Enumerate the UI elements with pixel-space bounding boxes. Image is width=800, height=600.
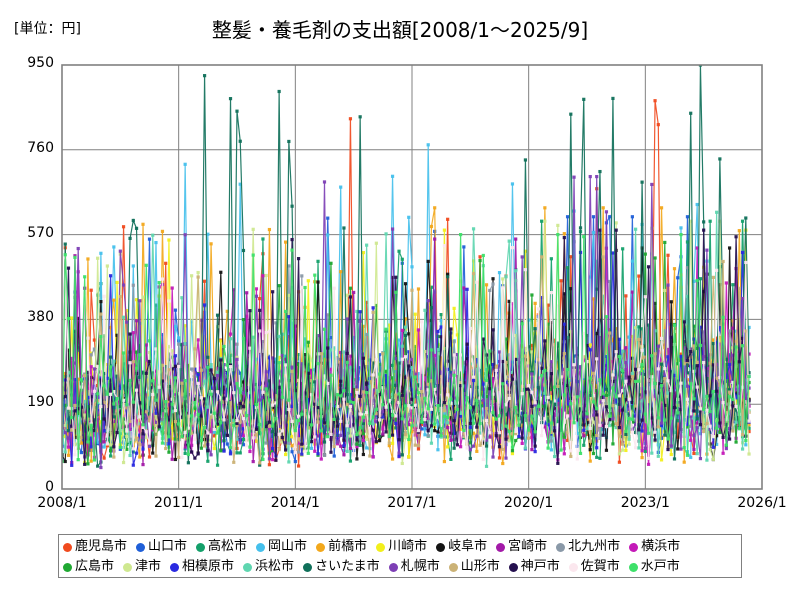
x-axis-tick-label: 2011/1	[154, 495, 204, 511]
legend-label: 佐賀市	[580, 559, 620, 574]
legend-marker-icon	[388, 562, 398, 572]
legend-item-山口市[interactable]: 山口市	[136, 540, 187, 554]
legend-label: 広島市	[75, 559, 115, 574]
legend-marker-icon	[123, 562, 133, 572]
legend-item-水戸市[interactable]: 水戸市	[628, 559, 680, 574]
legend-marker-icon	[316, 542, 326, 552]
legend-item-岡山市[interactable]: 岡山市	[256, 540, 307, 554]
legend-marker-icon	[303, 562, 313, 572]
unit-label: [単位：円]	[14, 21, 81, 37]
legend-item-佐賀市[interactable]: 佐賀市	[568, 559, 620, 574]
legend-marker-icon	[436, 542, 446, 552]
legend-marker-icon	[628, 562, 638, 572]
legend-label: さいたま市	[315, 559, 380, 574]
legend-marker-icon	[170, 562, 180, 572]
legend-label: 宮崎市	[508, 539, 548, 554]
legend-label: 山形市	[460, 559, 500, 574]
legend-label: 岐阜市	[448, 539, 488, 554]
legend-marker-icon	[196, 542, 206, 552]
legend-item-札幌市[interactable]: 札幌市	[388, 559, 440, 574]
legend-label: 津市	[135, 559, 162, 574]
legend-marker-icon	[556, 542, 566, 552]
legend-label: 横浜市	[641, 539, 681, 554]
legend-item-浜松市[interactable]: 浜松市	[243, 560, 294, 574]
legend-label: 前橋市	[328, 539, 368, 554]
y-axis-tick-label: 950	[27, 55, 54, 71]
legend-item-高松市[interactable]: 高松市	[196, 540, 247, 554]
legend-item-横浜市[interactable]: 横浜市	[629, 540, 680, 554]
legend-row-1: 鹿児島市 山口市 高松市 岡山市 前橋市 川崎市 岐阜市 宮崎市 北九州市 横浜市	[63, 537, 737, 557]
legend-marker-icon	[568, 562, 578, 572]
legend-marker-icon	[496, 542, 506, 552]
legend-item-宮崎市[interactable]: 宮崎市	[496, 540, 547, 554]
chart-legend: 鹿児島市 山口市 高松市 岡山市 前橋市 川崎市 岐阜市 宮崎市 北九州市 横浜市 広島市 津市 相模…	[58, 534, 742, 578]
legend-marker-icon	[376, 542, 386, 552]
legend-marker-icon	[136, 542, 146, 552]
legend-item-広島市[interactable]: 広島市	[63, 560, 114, 574]
legend-item-川崎市[interactable]: 川崎市	[376, 540, 427, 554]
y-axis-tick-label: 380	[27, 309, 54, 326]
legend-marker-icon	[256, 542, 266, 552]
legend-label: 水戸市	[640, 559, 680, 574]
legend-row-2: 広島市 津市 相模原市 浜松市 さいたま市 札幌市 山形市 神戸市 佐賀市 水戸市	[63, 557, 737, 577]
legend-label: 鹿児島市	[75, 539, 128, 554]
legend-item-鹿児島市[interactable]: 鹿児島市	[63, 540, 127, 554]
legend-label: 札幌市	[400, 559, 440, 574]
series-layer	[62, 65, 751, 470]
x-axis-tick-label: 2017/1	[387, 495, 437, 511]
legend-label: 高松市	[208, 539, 248, 554]
legend-item-神戸市[interactable]: 神戸市	[508, 559, 560, 574]
legend-label: 相模原市	[182, 559, 235, 574]
legend-label: 浜松市	[255, 559, 295, 574]
x-axis-tick-label: 2020/1	[504, 495, 554, 511]
legend-item-山形市[interactable]: 山形市	[448, 559, 500, 574]
legend-label: 神戸市	[520, 559, 560, 574]
legend-label: 川崎市	[388, 539, 428, 554]
x-axis-tick-label: 2026/1	[737, 495, 787, 511]
legend-marker-icon	[508, 562, 518, 572]
x-axis-tick-label: 2023/1	[620, 495, 670, 511]
legend-item-岐阜市[interactable]: 岐阜市	[436, 540, 487, 554]
y-axis-tick-label: 0	[45, 479, 54, 495]
legend-marker-icon	[629, 542, 639, 552]
legend-label: 山口市	[148, 539, 188, 554]
y-axis-tick-label: 760	[27, 139, 54, 156]
legend-item-さいたま市[interactable]: さいたま市	[303, 560, 380, 574]
legend-label: 北九州市	[568, 539, 621, 554]
legend-item-相模原市[interactable]: 相模原市	[170, 560, 234, 574]
legend-marker-icon	[448, 562, 458, 572]
y-axis-tick-label: 190	[27, 394, 54, 411]
x-axis-tick-label: 2014/1	[270, 495, 320, 511]
series-水戸市	[62, 233, 751, 464]
x-axis-tick-label: 2008/1	[37, 495, 87, 511]
legend-item-北九州市[interactable]: 北九州市	[556, 540, 620, 554]
legend-item-津市[interactable]: 津市	[123, 560, 161, 574]
legend-marker-icon	[63, 562, 72, 572]
legend-marker-icon	[63, 542, 72, 552]
y-axis-tick-label: 570	[27, 224, 54, 241]
legend-marker-icon	[243, 562, 253, 572]
legend-item-前橋市[interactable]: 前橋市	[316, 540, 367, 554]
chart-title: 整髪・養毛剤の支出額[2008/1～2025/9]	[211, 18, 589, 42]
legend-label: 岡山市	[268, 539, 308, 554]
